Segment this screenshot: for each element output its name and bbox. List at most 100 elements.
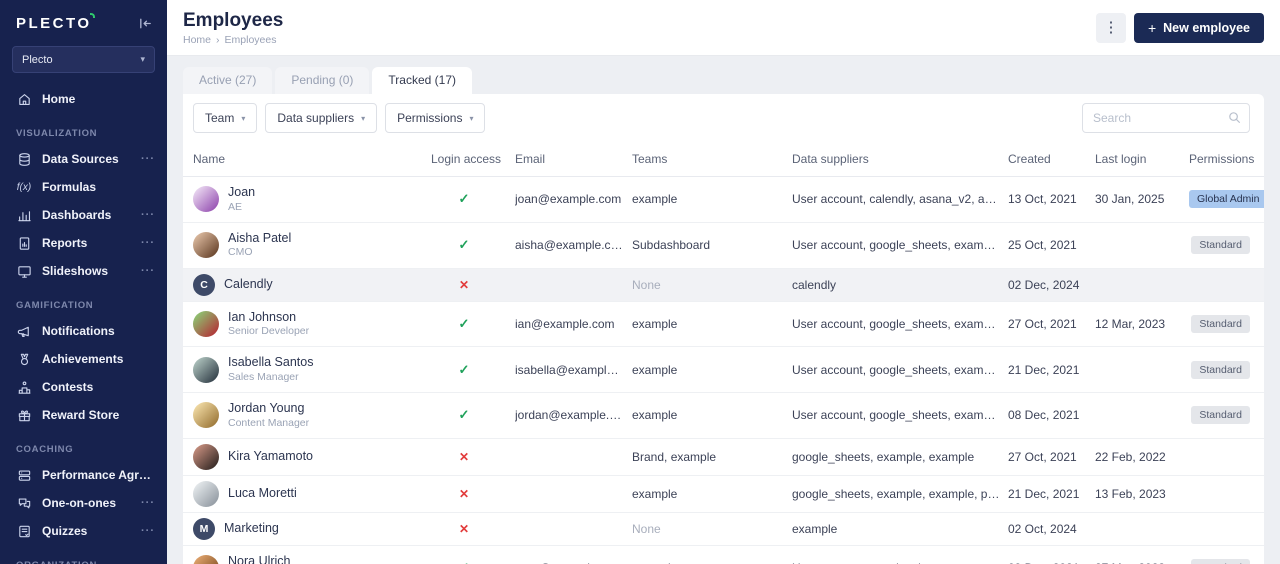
toolbar: Team ▾ Data suppliers ▾ Permissions ▾ (183, 94, 1264, 142)
quiz-icon (16, 523, 32, 539)
column-header-created[interactable]: Created (1008, 152, 1051, 166)
workspace-selector[interactable]: Plecto ▾ (12, 46, 155, 73)
tab-bar: Active (27) Pending (0) Tracked (17) (183, 67, 1264, 94)
sidebar-item-contests[interactable]: Contests (0, 373, 167, 401)
created-cell: 21 Dec, 2021 (1008, 362, 1080, 377)
table-row[interactable]: Kira Yamamoto ✕ Brand, example google_sheet… (183, 439, 1264, 476)
table-row[interactable]: Ian Johnson Senior Developer ✓ ian@example.… (183, 302, 1264, 348)
teams-cell: example (632, 316, 678, 331)
created-cell: 27 Oct, 2021 (1008, 316, 1077, 331)
sidebar-item-formulas[interactable]: f(x) Formulas (0, 173, 167, 201)
home-icon (16, 91, 32, 107)
sidebar-item-achievements[interactable]: Achievements (0, 345, 167, 373)
page-title: Employees (183, 9, 284, 31)
breadcrumb-home[interactable]: Home (183, 33, 212, 46)
permission-badge: Standard (1191, 360, 1250, 379)
sidebar-item-reports[interactable]: Reports ··· (0, 229, 167, 257)
sidebar-item-home[interactable]: Home (0, 85, 167, 113)
filter-data-suppliers[interactable]: Data suppliers ▾ (265, 103, 378, 133)
check-icon: ✓ (458, 361, 470, 377)
sidebar-collapse-icon[interactable] (138, 16, 153, 31)
more-options-icon[interactable]: ··· (141, 265, 155, 277)
sidebar-item-dashboards[interactable]: Dashboards ··· (0, 201, 167, 229)
breadcrumb: Home › Employees (183, 34, 283, 46)
column-header-data-suppliers[interactable]: Data suppliers (792, 152, 869, 166)
name-stack: Marketing (224, 521, 279, 537)
data-suppliers-cell: example (792, 521, 838, 536)
sidebar-item-one-on-ones[interactable]: One-on-ones ··· (0, 489, 167, 517)
sidebar-item-slideshows[interactable]: Slideshows ··· (0, 257, 167, 285)
employee-name-cell: Joan AE (193, 177, 431, 222)
email-cell: isabella@example.com (515, 362, 632, 377)
table-row[interactable]: Jordan Young Content Manager ✓ jordan@examp… (183, 393, 1264, 439)
data-suppliers-cell: User account, calendly, asana_v2, asana_… (792, 192, 1008, 207)
table-row[interactable]: C Calendly ✕ None calendly 02 Dec, 2024 (183, 268, 1264, 302)
permission-badge: Standard (1191, 236, 1250, 255)
more-options-icon[interactable]: ··· (141, 153, 155, 165)
search-input[interactable] (1082, 103, 1250, 133)
cross-icon: ✕ (458, 521, 470, 536)
sidebar-item-notifications[interactable]: Notifications (0, 317, 167, 345)
chat-icon (16, 495, 32, 511)
sidebar-item-quizzes[interactable]: Quizzes ··· (0, 517, 167, 545)
login-access-cell: ✕ (431, 450, 515, 464)
name-stack: Jordan Young Content Manager (228, 401, 309, 430)
avatar (193, 555, 219, 564)
search-icon (1227, 110, 1242, 130)
medal-icon (16, 351, 32, 367)
sidebar-item-reward-store[interactable]: Reward Store (0, 401, 167, 429)
employee-role: AE (228, 200, 243, 213)
breadcrumb-current: Employees (224, 33, 277, 46)
table-row[interactable]: Luca Moretti ✕ example google_sheets, examp… (183, 476, 1264, 513)
filter-label: Permissions (397, 111, 463, 125)
kebab-menu-button[interactable]: ⋮ (1095, 12, 1126, 43)
table-row[interactable]: M Marketing ✕ None example 02 Oct, 2024 (183, 513, 1264, 546)
column-header-teams[interactable]: Teams (632, 152, 668, 166)
filter-team[interactable]: Team ▾ (193, 103, 258, 133)
name-stack: Nora UlrichCSM (228, 554, 291, 564)
last-login-cell: 30 Jan, 2025 (1095, 192, 1165, 207)
email-cell: joan@example.com (515, 192, 622, 207)
table-row[interactable]: Joan AE ✓ joan@example.com example User accou… (183, 177, 1264, 223)
column-header-email[interactable]: Email (515, 152, 546, 166)
column-header-login-access[interactable]: Login access (431, 152, 502, 166)
more-options-icon[interactable]: ··· (141, 209, 155, 221)
teams-cell: None (632, 277, 661, 292)
email-cell: aisha@example.com (515, 238, 628, 253)
page-header: Employees Home › Employees ⋮ + New emplo… (167, 0, 1280, 56)
table-row[interactable]: Aisha Patel CMO ✓ aisha@example.com Subdashb… (183, 223, 1264, 269)
table-header-row: Name Login access Email Teams Data suppliers… (183, 142, 1264, 177)
tab-pending-0[interactable]: Pending (0) (275, 67, 370, 94)
new-employee-button[interactable]: + New employee (1133, 12, 1264, 43)
more-options-icon[interactable]: ··· (141, 525, 155, 537)
filter-permissions[interactable]: Permissions ▾ (385, 103, 486, 133)
logo-green-accent (89, 13, 95, 18)
sidebar-item-label: Reports (42, 236, 88, 250)
column-header-last-login[interactable]: Last login (1095, 152, 1147, 166)
tab-tracked-17[interactable]: Tracked (17) (372, 67, 472, 94)
employee-name: Kira Yamamoto (228, 448, 313, 463)
login-access-cell: ✓ (431, 362, 515, 378)
more-options-icon[interactable]: ··· (141, 237, 155, 249)
tab-active-27[interactable]: Active (27) (183, 67, 273, 94)
employee-role: CMO (228, 246, 253, 259)
created-cell: 02 Dec, 2024 (1008, 277, 1080, 292)
more-options-icon[interactable]: ··· (141, 497, 155, 509)
column-header-permissions[interactable]: Permissions (1189, 152, 1255, 166)
column-header-name[interactable]: Name (193, 152, 226, 166)
plecto-logo: PLECTO (16, 13, 95, 32)
sidebar-item-data-sources[interactable]: Data Sources ··· (0, 145, 167, 173)
podium-icon (16, 379, 32, 395)
sidebar-item-label: Home (42, 92, 76, 106)
table-row[interactable]: Nora UlrichCSM✓nora@example.comexampleUs… (183, 546, 1264, 564)
permission-badge: Standard (1191, 406, 1250, 425)
name-stack: Kira Yamamoto (228, 449, 313, 465)
data-suppliers-cell: google_sheets, example, example, podio (792, 486, 1008, 501)
sidebar-item-performance-agreements[interactable]: Performance Agreements (0, 461, 167, 489)
bar-chart-icon (16, 207, 32, 223)
table-row[interactable]: Isabella Santos Sales Manager ✓ isabella@ex… (183, 347, 1264, 393)
data-suppliers-cell: User account, google_sheets, example, ex… (792, 316, 1008, 331)
employee-name: Nora Ulrich (228, 553, 291, 564)
avatar: M (193, 517, 215, 540)
kebab-menu-icon: ⋮ (1103, 19, 1119, 36)
